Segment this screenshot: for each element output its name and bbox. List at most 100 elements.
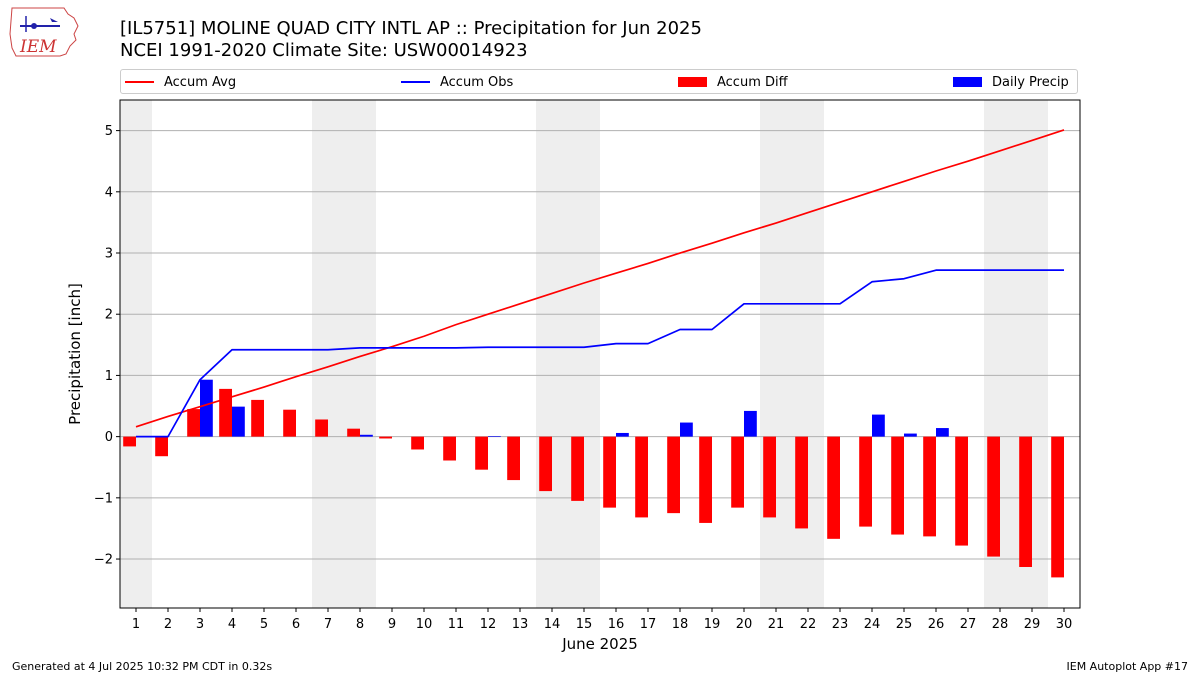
- daily-precip-swatch: [953, 77, 982, 87]
- grid-lines: [120, 130, 1080, 560]
- accum-diff-bar: [891, 436, 904, 535]
- accum-diff-bar: [827, 436, 840, 539]
- x-tick-label: 11: [448, 617, 465, 632]
- x-tick-label: 12: [480, 617, 497, 632]
- x-tick-label: 24: [864, 617, 881, 632]
- accum-diff-bar: [635, 436, 648, 518]
- x-tick-label: 18: [672, 617, 689, 632]
- accum-diff-bar: [699, 436, 712, 523]
- accum-diff-bar: [315, 419, 328, 437]
- y-axis-label: Precipitation [inch]: [66, 283, 84, 425]
- accum-obs-line: [136, 269, 1064, 438]
- x-tick-label: 22: [800, 617, 817, 632]
- daily-precip-bar: [360, 434, 373, 437]
- accum-diff-bar: [379, 436, 392, 439]
- accum-diff-bar: [667, 436, 680, 514]
- accum-avg-line: [135, 129, 1065, 428]
- x-tick-label: 15: [576, 617, 593, 632]
- daily-precip-bar: [872, 414, 885, 437]
- accum-avg-swatch: [125, 81, 154, 83]
- chart-subtitle: NCEI 1991-2020 Climate Site: USW00014923: [120, 40, 528, 61]
- chart-legend: Accum Avg Accum Obs Accum Diff Daily Pre…: [120, 69, 1078, 94]
- accum-diff-bar: [859, 436, 872, 527]
- x-tick-label: 29: [1024, 617, 1041, 632]
- daily-precip-bar: [616, 432, 629, 437]
- accum-obs-swatch: [401, 81, 430, 83]
- daily-precip-bar: [904, 433, 917, 437]
- accum-diff-bar: [347, 428, 360, 437]
- legend-accum-avg: Accum Avg: [125, 73, 236, 91]
- generated-timestamp: Generated at 4 Jul 2025 10:32 PM CDT in …: [12, 660, 273, 673]
- svg-text:IEM: IEM: [19, 37, 57, 57]
- x-tick-label: 6: [292, 617, 300, 632]
- x-tick-label: 26: [928, 617, 945, 632]
- iem-logo: IEM: [6, 4, 82, 60]
- accum-diff-bar: [603, 436, 616, 508]
- legend-label: Accum Avg: [164, 74, 237, 90]
- accum-diff-bar: [763, 436, 776, 518]
- x-tick-label: 2: [164, 617, 172, 632]
- accum-diff-bar: [507, 436, 520, 481]
- accum-diff-bar: [123, 436, 136, 447]
- y-tick-label: 0: [105, 430, 113, 445]
- x-tick-label: 8: [356, 617, 364, 632]
- weekend-shade-band: [120, 100, 152, 608]
- x-tick-label: 17: [640, 617, 657, 632]
- plot-frame: [119, 99, 1081, 609]
- legend-daily-precip: Daily Precip: [953, 73, 1069, 91]
- x-axis-label: June 2025: [561, 635, 638, 653]
- x-tick-label: 21: [768, 617, 785, 632]
- x-tick-label: 4: [228, 617, 236, 632]
- lines: [135, 129, 1065, 438]
- accum-diff-bar: [955, 436, 968, 546]
- accum-diff-bar: [411, 436, 424, 450]
- legend-accum-obs: Accum Obs: [401, 73, 513, 91]
- y-tick-label: 3: [105, 247, 113, 262]
- bars: [123, 379, 1064, 578]
- iowa-outline-icon: [9, 7, 79, 57]
- x-tick-label: 20: [736, 617, 753, 632]
- x-tick-label: 13: [512, 617, 529, 632]
- legend-label: Accum Obs: [440, 74, 514, 90]
- x-tick-label: 27: [960, 617, 977, 632]
- daily-precip-bar: [200, 379, 213, 437]
- accum-diff-bar: [155, 436, 168, 457]
- x-tick-label: 25: [896, 617, 913, 632]
- weekend-shade-band: [760, 100, 824, 608]
- x-tick-label: 14: [544, 617, 561, 632]
- y-tick-label: −2: [94, 553, 113, 568]
- accum-diff-bar: [187, 409, 200, 437]
- x-tick-label: 7: [324, 617, 332, 632]
- x-tick-label: 23: [832, 617, 849, 632]
- weekend-shading: [120, 100, 1048, 608]
- accum-diff-bar: [283, 409, 296, 437]
- y-tick-label: 5: [105, 124, 113, 139]
- accum-diff-bar: [571, 436, 584, 501]
- x-tick-label: 1: [132, 617, 140, 632]
- accum-diff-bar: [1051, 436, 1064, 578]
- accum-diff-bar: [987, 436, 1000, 557]
- y-tick-label: −1: [94, 491, 113, 506]
- accum-diff-bar: [795, 436, 808, 529]
- daily-precip-bar: [680, 422, 693, 437]
- chart-title: [IL5751] MOLINE QUAD CITY INTL AP :: Pre…: [120, 18, 702, 39]
- x-tick-label: 19: [704, 617, 721, 632]
- accum-diff-bar: [219, 388, 232, 437]
- accum-diff-bar: [443, 436, 456, 461]
- legend-accum-diff: Accum Diff: [678, 73, 788, 91]
- x-tick-label: 30: [1056, 617, 1073, 632]
- weekend-shade-band: [536, 100, 600, 608]
- y-tick-label: 2: [105, 308, 113, 323]
- x-tick-label: 16: [608, 617, 625, 632]
- accum-diff-bar: [1019, 436, 1032, 567]
- daily-precip-bar: [232, 406, 245, 437]
- legend-label: Daily Precip: [992, 74, 1069, 90]
- y-tick-label: 1: [105, 369, 113, 384]
- x-tick-label: 3: [196, 617, 204, 632]
- x-tick-label: 10: [416, 617, 433, 632]
- accum-diff-swatch: [678, 77, 707, 87]
- y-tick-label: 4: [105, 185, 113, 200]
- app-credit: IEM Autoplot App #17: [1066, 660, 1189, 673]
- x-tick-label: 5: [260, 617, 268, 632]
